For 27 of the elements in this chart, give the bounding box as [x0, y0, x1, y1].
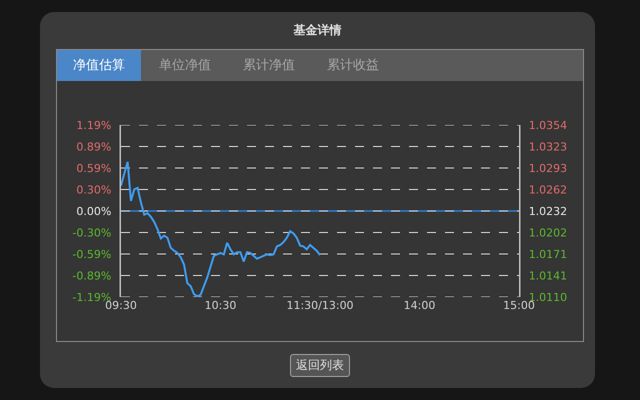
- y2-tick-label: 1.0262: [528, 183, 568, 196]
- tab[interactable]: 净值估算: [57, 50, 141, 81]
- y-tick-label: -0.59%: [72, 248, 112, 261]
- chart-title: 基金详情: [292, 22, 342, 39]
- y-tick-label: 0.59%: [76, 162, 112, 175]
- y-tick-label: 0.00%: [76, 204, 112, 218]
- x-tick-label: 10:30: [204, 299, 236, 312]
- x-tick-label: 14:00: [404, 299, 436, 312]
- y2-tick-label: 1.0293: [528, 162, 568, 175]
- y2-tick-label: 1.0323: [528, 140, 568, 154]
- y-tick-label: 0.89%: [76, 140, 112, 154]
- y-tick-label: 1.19%: [76, 118, 112, 132]
- line-series: [121, 160, 321, 297]
- y2-tick-label: 1.0141: [528, 269, 568, 282]
- tab[interactable]: 累计净值: [227, 50, 311, 81]
- y2-tick-label: 1.0354: [528, 118, 568, 132]
- y2-tick-label: 1.0171: [528, 248, 568, 261]
- y2-tick-label: 1.0202: [528, 226, 568, 240]
- y-tick-label: -0.89%: [72, 269, 112, 282]
- tab[interactable]: 单位净值: [143, 50, 227, 81]
- y2-tick-label: 1.0232: [528, 204, 568, 218]
- x-tick-label: 11:30/13:00: [286, 299, 354, 312]
- button[interactable]: 返回列表: [290, 354, 350, 377]
- y-tick-label: 0.30%: [76, 183, 112, 196]
- y-tick-label: -0.30%: [72, 226, 112, 240]
- x-tick-label: 09:30: [105, 299, 137, 312]
- tab[interactable]: 累计收益: [311, 50, 395, 81]
